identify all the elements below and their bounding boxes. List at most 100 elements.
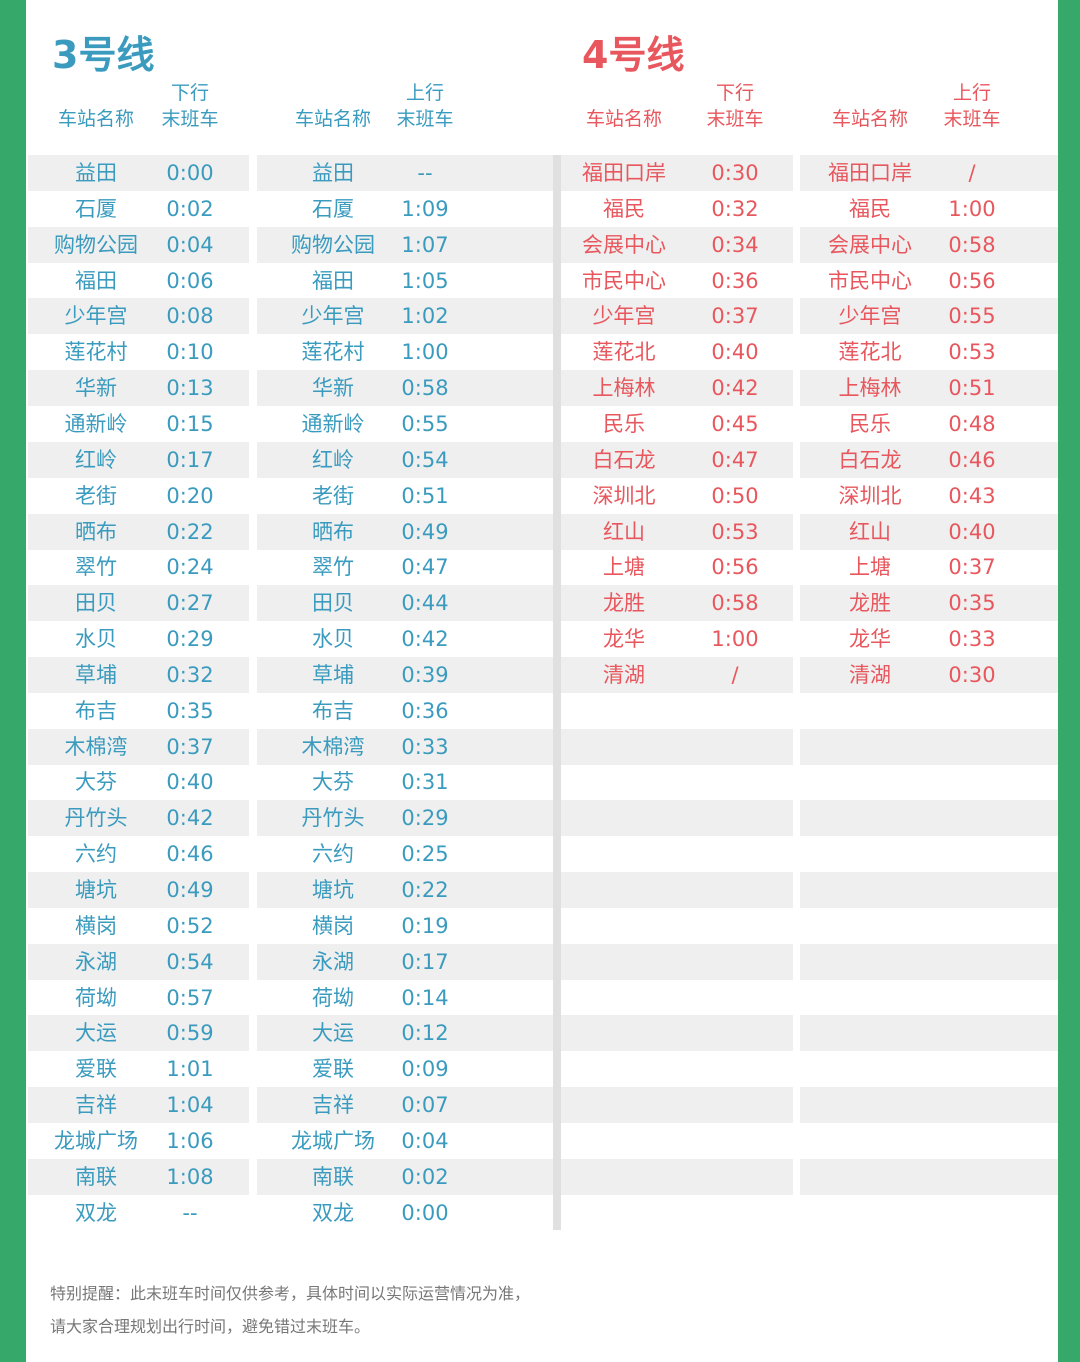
line4-up-direction: 上行 <box>952 82 991 104</box>
line3-down-last-train-time: -- <box>182 1200 198 1225</box>
line3-up-station: 红岭 <box>312 447 354 472</box>
line3-up-station: 晒布 <box>312 519 354 544</box>
line4-up-station: 福民 <box>849 196 891 221</box>
line4-up-last-train-time: 0:40 <box>948 519 996 544</box>
line4-down-station: 民乐 <box>603 411 645 436</box>
line4-up-station: 深圳北 <box>838 483 902 508</box>
line4-down-last-train-time: 0:45 <box>711 411 759 436</box>
line3-up-station: 吉祥 <box>312 1093 354 1118</box>
line4-down-last-train-time: 0:50 <box>711 483 759 508</box>
line3-down-last-train-time: 0:06 <box>166 268 214 293</box>
line4-down-station: 清湖 <box>603 662 645 687</box>
line3-title: 3号线 <box>52 33 155 77</box>
line3-down-last-train-time: 1:06 <box>166 1128 214 1153</box>
line4-up-station: 上塘 <box>849 555 891 580</box>
line3-up-last-train-time: 1:09 <box>401 196 449 221</box>
line3-up-station: 永湖 <box>312 949 354 974</box>
line3-down-station: 南联 <box>75 1164 117 1189</box>
column-gap <box>793 155 800 1230</box>
line3-up-last-train-time: 0:42 <box>401 627 449 652</box>
row-stripe <box>28 585 1058 622</box>
line3-up-last-train-time: 0:29 <box>401 806 449 831</box>
line3-down-last-train-time: 0:00 <box>166 161 214 185</box>
line3-up-last-train-time: 0:55 <box>401 411 449 436</box>
line4-down-last-train-time: 0:58 <box>711 591 759 616</box>
line3-up-last-train-time: 0:31 <box>401 770 449 795</box>
line3-down-station: 晒布 <box>75 519 117 544</box>
line3-down-station: 购物公园 <box>54 232 138 257</box>
line4-down-station: 上塘 <box>603 555 645 580</box>
line3-down-last-train-time: 0:17 <box>166 447 214 472</box>
row-stripe <box>28 1015 1058 1052</box>
line4-down-station: 莲花北 <box>592 340 656 365</box>
line4-down-last-train-time: 0:42 <box>711 376 759 401</box>
line3-up-last-train-time: 0:36 <box>401 698 449 723</box>
line4-down-station: 福田口岸 <box>582 161 666 185</box>
line3-up-station: 购物公园 <box>291 232 375 257</box>
line4-down-last-train-time: 0:32 <box>711 196 759 221</box>
line3-up-station: 木棉湾 <box>301 734 365 759</box>
line4-down-last-train-time: 1:00 <box>711 627 759 652</box>
line3-up-station: 通新岭 <box>301 411 365 436</box>
line3-down-station-header: 车站名称 <box>57 108 134 130</box>
line3-down-station: 草埔 <box>75 662 117 687</box>
line4-up-station: 民乐 <box>849 411 891 436</box>
line4-up-station-header: 车站名称 <box>831 108 908 130</box>
line4-up-last-train-time: 0:51 <box>948 376 996 401</box>
line4-up-station: 龙华 <box>849 627 891 652</box>
row-stripe <box>28 656 1058 693</box>
line3-down-station: 少年宫 <box>64 304 128 329</box>
line4-down-station: 福民 <box>603 196 645 221</box>
line3-down-station: 塘坑 <box>75 878 117 902</box>
line3-up-last-train-time: 0:33 <box>401 734 449 759</box>
line4-up-last-train-time: 0:48 <box>948 411 996 436</box>
line4-up-station: 上梅林 <box>838 376 902 401</box>
line3-up-last-train-time: 0:47 <box>401 555 449 580</box>
line4-up-station: 福田口岸 <box>828 161 912 185</box>
line3-down-station: 石厦 <box>75 196 117 221</box>
line3-down-station: 丹竹头 <box>64 806 128 831</box>
line4-up-last-train-time: 1:00 <box>948 196 996 221</box>
row-stripe <box>28 441 1058 478</box>
note-line-2: 请大家合理规划出行时间，避免错过末班车。 <box>50 1317 371 1336</box>
line3-up-station: 荷坳 <box>312 985 354 1010</box>
line3-up-last-train-time: 0:25 <box>401 842 449 867</box>
line4-up-station: 会展中心 <box>828 232 912 257</box>
line4-down-last-train-time: 0:56 <box>711 555 759 580</box>
line3-down-station: 翠竹 <box>75 555 117 580</box>
line3-down-last-train-time: 0:24 <box>166 555 214 580</box>
line3-down-station: 木棉湾 <box>64 734 128 759</box>
line4-up-last-train-time: 0:37 <box>948 555 996 580</box>
line3-up-last-train-time: 0:04 <box>401 1128 449 1153</box>
line4-down-last-train-time: 0:37 <box>711 304 759 329</box>
line3-up-last-train-time: 0:19 <box>401 913 449 938</box>
line3-down-station: 吉祥 <box>75 1093 117 1118</box>
row-stripe <box>28 872 1058 908</box>
line3-down-station: 永湖 <box>75 949 117 974</box>
line4-down-last-train-time: 0:40 <box>711 340 759 365</box>
line3-down-station: 田贝 <box>75 591 117 616</box>
line3-up-station: 横岗 <box>312 913 354 938</box>
line4-down-last-train-time: 0:34 <box>711 232 759 257</box>
line3-up-last-header: 末班车 <box>396 108 454 130</box>
line4-up-last-train-time: 0:58 <box>948 232 996 257</box>
line4-down-station: 白石龙 <box>592 447 656 472</box>
line4-up-last-train-time: 0:35 <box>948 591 996 616</box>
line3-down-last-train-time: 0:13 <box>166 376 214 401</box>
line-divider <box>553 155 561 1230</box>
line3-down-last-train-time: 0:59 <box>166 1021 214 1046</box>
line4-title: 4号线 <box>582 33 685 77</box>
line3-down-station: 大芬 <box>75 770 117 795</box>
line3-down-last-train-time: 0:15 <box>166 411 214 436</box>
line3-up-last-train-time: 1:05 <box>401 268 449 293</box>
line3-down-station: 通新岭 <box>64 411 128 436</box>
line3-up-last-train-time: 0:54 <box>401 447 449 472</box>
line3-up-last-train-time: 0:07 <box>401 1093 449 1118</box>
line3-up-station: 双龙 <box>312 1200 354 1225</box>
line3-down-station: 双龙 <box>75 1200 117 1225</box>
line3-down-station: 老街 <box>75 483 117 508</box>
line4-up-last-train-time: 0:53 <box>948 340 996 365</box>
line4-up-last-train-time: 0:46 <box>948 447 996 472</box>
line3-up-station: 少年宫 <box>301 304 365 329</box>
